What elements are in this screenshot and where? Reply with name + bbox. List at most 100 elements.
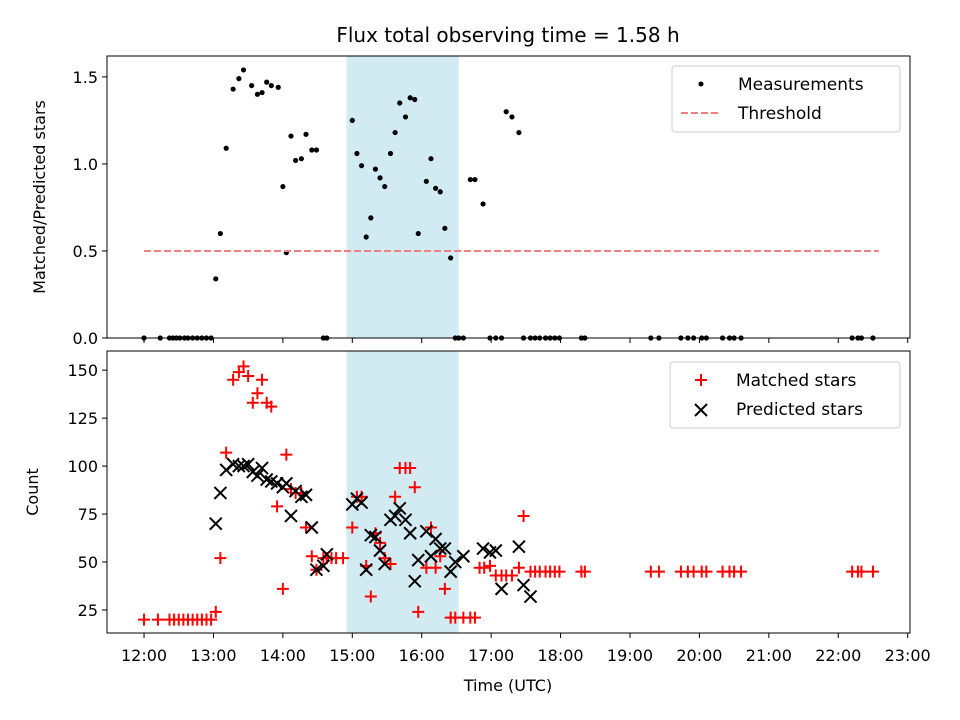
top-panel: 0.0 0.5 1.0 1.5 Flux total observing time =… [30,23,911,348]
x-axis-label: Time (UTC) [463,676,552,695]
predicted-star-point [512,539,526,554]
x-tick-label: 17:00 [468,646,514,665]
matched-star-point [483,559,496,572]
top-panel-shaded-interval [346,56,459,338]
measurement-point [412,96,418,103]
measurement-point [377,175,383,181]
x-tick-label: 20:00 [676,646,722,665]
predicted-star-point [359,562,373,577]
x-tick-label: 16:00 [399,646,445,665]
matched-star-point [280,448,293,461]
top-panel-x-ticks [143,338,909,343]
predicted-star-point [354,495,369,510]
matched-star-point [735,565,748,578]
matched-star-point [468,611,481,624]
matched-star-point [404,462,417,475]
matched-star-point [246,396,259,409]
predicted-star-point [388,509,402,523]
y-tick-label: 0.0 [73,329,98,348]
measurement-point [288,133,294,139]
matched-star-point [271,500,284,513]
matched-star-point [384,557,397,570]
predicted-star-point [438,541,452,556]
measurement-point [236,76,242,82]
measurement-point [275,84,281,90]
predicted-star-point [424,549,438,563]
measurement-point [249,82,255,89]
matched-star-point [389,490,402,503]
matched-star-point [227,373,240,386]
matched-star-point [220,446,233,459]
x-tick-label: 19:00 [607,646,653,665]
predicted-star-point [284,509,298,523]
matched-star-point [209,605,222,618]
measurement-point [259,89,265,96]
y-tick-label: 125 [67,409,98,428]
matched-star-point [276,582,289,595]
matched-star-point [364,590,377,603]
predicted-star-point [377,557,392,571]
y-tick-label: 0.5 [73,242,98,261]
measurement-point [428,156,434,162]
matched-star-point [866,565,879,578]
legend-measurements-label: Measurements [738,75,864,95]
predicted-star-point [364,528,378,542]
measurement-point [349,117,355,124]
bottom-panel: 25 50 75 100 125 150 12:00 13:00 14:00 15:00 16:0… [23,350,931,695]
y-tick-label: 1.5 [73,68,98,87]
matched-star-point [265,400,278,413]
measurement-point [293,157,299,164]
measurement-point [509,114,515,120]
predicted-star-point [393,501,407,516]
measurement-point [392,129,398,136]
bottom-panel-frame [106,350,911,634]
x-tick-label: 22:00 [815,646,861,665]
predicted-star-point [408,574,422,588]
measurement-point [254,91,261,97]
measurement-point [437,189,443,195]
measurement-point [397,100,403,106]
matched-star-point [408,481,421,494]
matched-star-point [578,565,591,578]
measurement-point [223,145,229,151]
measurement-point [363,234,369,240]
measurement-point [280,183,286,190]
matched-star-point [214,552,227,565]
predicted-star-point [433,541,447,556]
measurement-point [387,150,394,157]
matched-star-point [855,565,868,578]
measurement-point [268,82,274,89]
measurement-point [472,176,478,183]
matched-star-point [138,613,151,626]
y-tick-label: 1.0 [73,155,98,174]
predicted-star-point [250,468,265,483]
bottom-panel-y-label: Count [23,468,42,516]
matched-star-point [429,561,442,574]
predicted-star-point [241,457,255,471]
legend-matched-stars-marker [695,374,707,386]
x-tick-label: 13:00 [190,646,236,665]
measurement-point [230,86,236,92]
predicted-star-point [403,526,417,540]
bottom-panel-legend: Matched stars Predicted stars [669,361,901,429]
measurement-point [433,185,439,191]
measurement-point [402,114,409,120]
measurement-point [213,276,219,282]
x-tick-label: 23:00 [885,646,931,665]
bottom-panel-x-ticks: 12:00 13:00 14:00 15:00 16:00 17:00 18:00 19:00… [121,633,931,665]
measurement-point [303,131,309,137]
measurement-point [358,163,365,169]
measurement-point [368,215,374,221]
predicted-star-point [316,559,331,573]
matched-star-point [553,565,566,578]
chart-title: Flux total observing time = 1.58 h [336,23,679,47]
predicted-star-point [209,516,223,531]
matched-star-point [438,582,451,595]
matched-star-point [300,521,313,534]
top-panel-y-label: Matched/Predicted stars [30,100,49,294]
top-panel-legend: Measurements Threshold [671,65,901,133]
legend-predicted-stars-label: Predicted stars [736,400,863,420]
matched-star-point [412,605,425,618]
predicted-star-point [368,530,383,544]
predicted-star-point [494,582,509,596]
